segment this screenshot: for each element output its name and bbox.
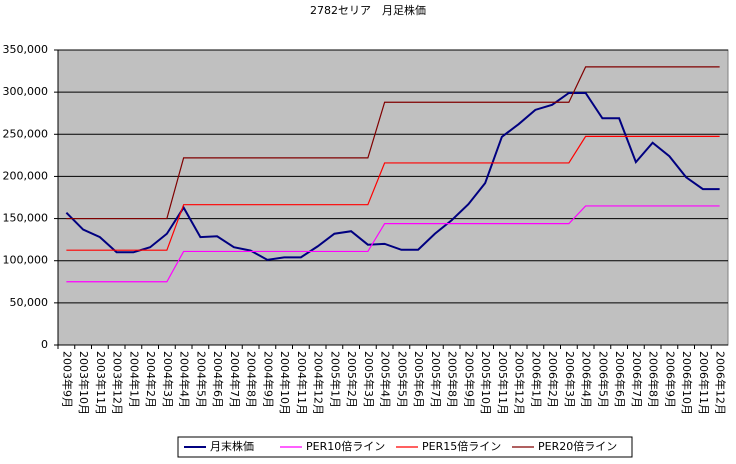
x-tick-label: 2004年11月 — [295, 351, 309, 415]
y-tick-label: 150,000 — [3, 212, 49, 225]
x-tick-label: 2005年5月 — [395, 351, 409, 408]
x-tick-label: 2006年11月 — [697, 351, 711, 415]
x-tick-label: 2004年12月 — [312, 351, 326, 415]
x-tick-label: 2005年10月 — [479, 351, 493, 415]
x-tick-label: 2004年9月 — [261, 351, 275, 408]
x-tick-label: 2004年5月 — [194, 351, 208, 408]
x-tick-label: 2005年2月 — [345, 351, 359, 408]
legend-label: PER20倍ライン — [538, 439, 617, 453]
series-line — [65, 91, 720, 261]
x-tick-label: 2006年4月 — [580, 351, 594, 408]
x-tick-label: 2006年8月 — [647, 351, 661, 408]
legend-label: PER15倍ライン — [422, 439, 501, 453]
x-tick-label: 2006年3月 — [563, 351, 577, 408]
y-tick-label: 50,000 — [10, 296, 49, 309]
y-tick-label: 0 — [41, 338, 48, 351]
x-tick-label: 2005年8月 — [446, 351, 460, 408]
x-tick-label: 2005年1月 — [328, 351, 342, 408]
legend-label: PER10倍ライン — [306, 439, 385, 453]
x-tick-label: 2005年3月 — [362, 351, 376, 408]
plot-area — [57, 49, 729, 346]
x-tick-label: 2004年7月 — [228, 351, 242, 408]
x-tick-label: 2006年12月 — [714, 351, 728, 415]
series-line — [66, 66, 720, 220]
x-tick-label: 2004年4月 — [178, 351, 192, 408]
x-tick-label: 2006年9月 — [663, 351, 677, 408]
x-tick-label: 2004年8月 — [245, 351, 259, 408]
legend: 月末株価 PER10倍ライン PER15倍ライン PER20倍ライン — [177, 436, 633, 458]
chart-title: 2782セリア 月足株価 — [310, 3, 426, 17]
series-line — [66, 205, 720, 283]
x-tick-label: 2006年5月 — [596, 351, 610, 408]
x-tick-label: 2006年2月 — [546, 351, 560, 408]
y-tick-label: 250,000 — [3, 127, 49, 140]
y-tick-label: 300,000 — [3, 85, 49, 98]
x-tick-label: 2004年3月 — [161, 351, 175, 408]
x-tick-label: 2005年4月 — [379, 351, 393, 408]
x-tick-label: 2006年10月 — [680, 351, 694, 415]
legend-label: 月末株価 — [210, 439, 254, 453]
x-tick-label: 2005年12月 — [513, 351, 527, 415]
x-tick-label: 2005年9月 — [462, 351, 476, 408]
y-tick-label: 100,000 — [3, 254, 49, 267]
x-tick-label: 2003年9月 — [60, 351, 74, 408]
series-line — [66, 135, 720, 251]
x-tick-label: 2005年11月 — [496, 351, 510, 415]
x-tick-label: 2006年7月 — [630, 351, 644, 408]
x-tick-label: 2004年2月 — [144, 351, 158, 408]
x-tick-label: 2005年7月 — [429, 351, 443, 408]
x-tick-label: 2003年12月 — [111, 351, 125, 415]
x-tick-label: 2003年10月 — [77, 351, 91, 415]
y-tick-label: 350,000 — [3, 43, 49, 56]
x-tick-label: 2004年6月 — [211, 351, 225, 408]
x-tick-label: 2005年6月 — [412, 351, 426, 408]
x-tick-label: 2004年10月 — [278, 351, 292, 415]
x-tick-label: 2006年6月 — [613, 351, 627, 408]
x-tick-label: 2006年1月 — [529, 351, 543, 408]
y-tick-label: 200,000 — [3, 169, 49, 182]
x-tick-label: 2003年11月 — [94, 351, 108, 415]
x-tick-label: 2004年1月 — [127, 351, 141, 408]
